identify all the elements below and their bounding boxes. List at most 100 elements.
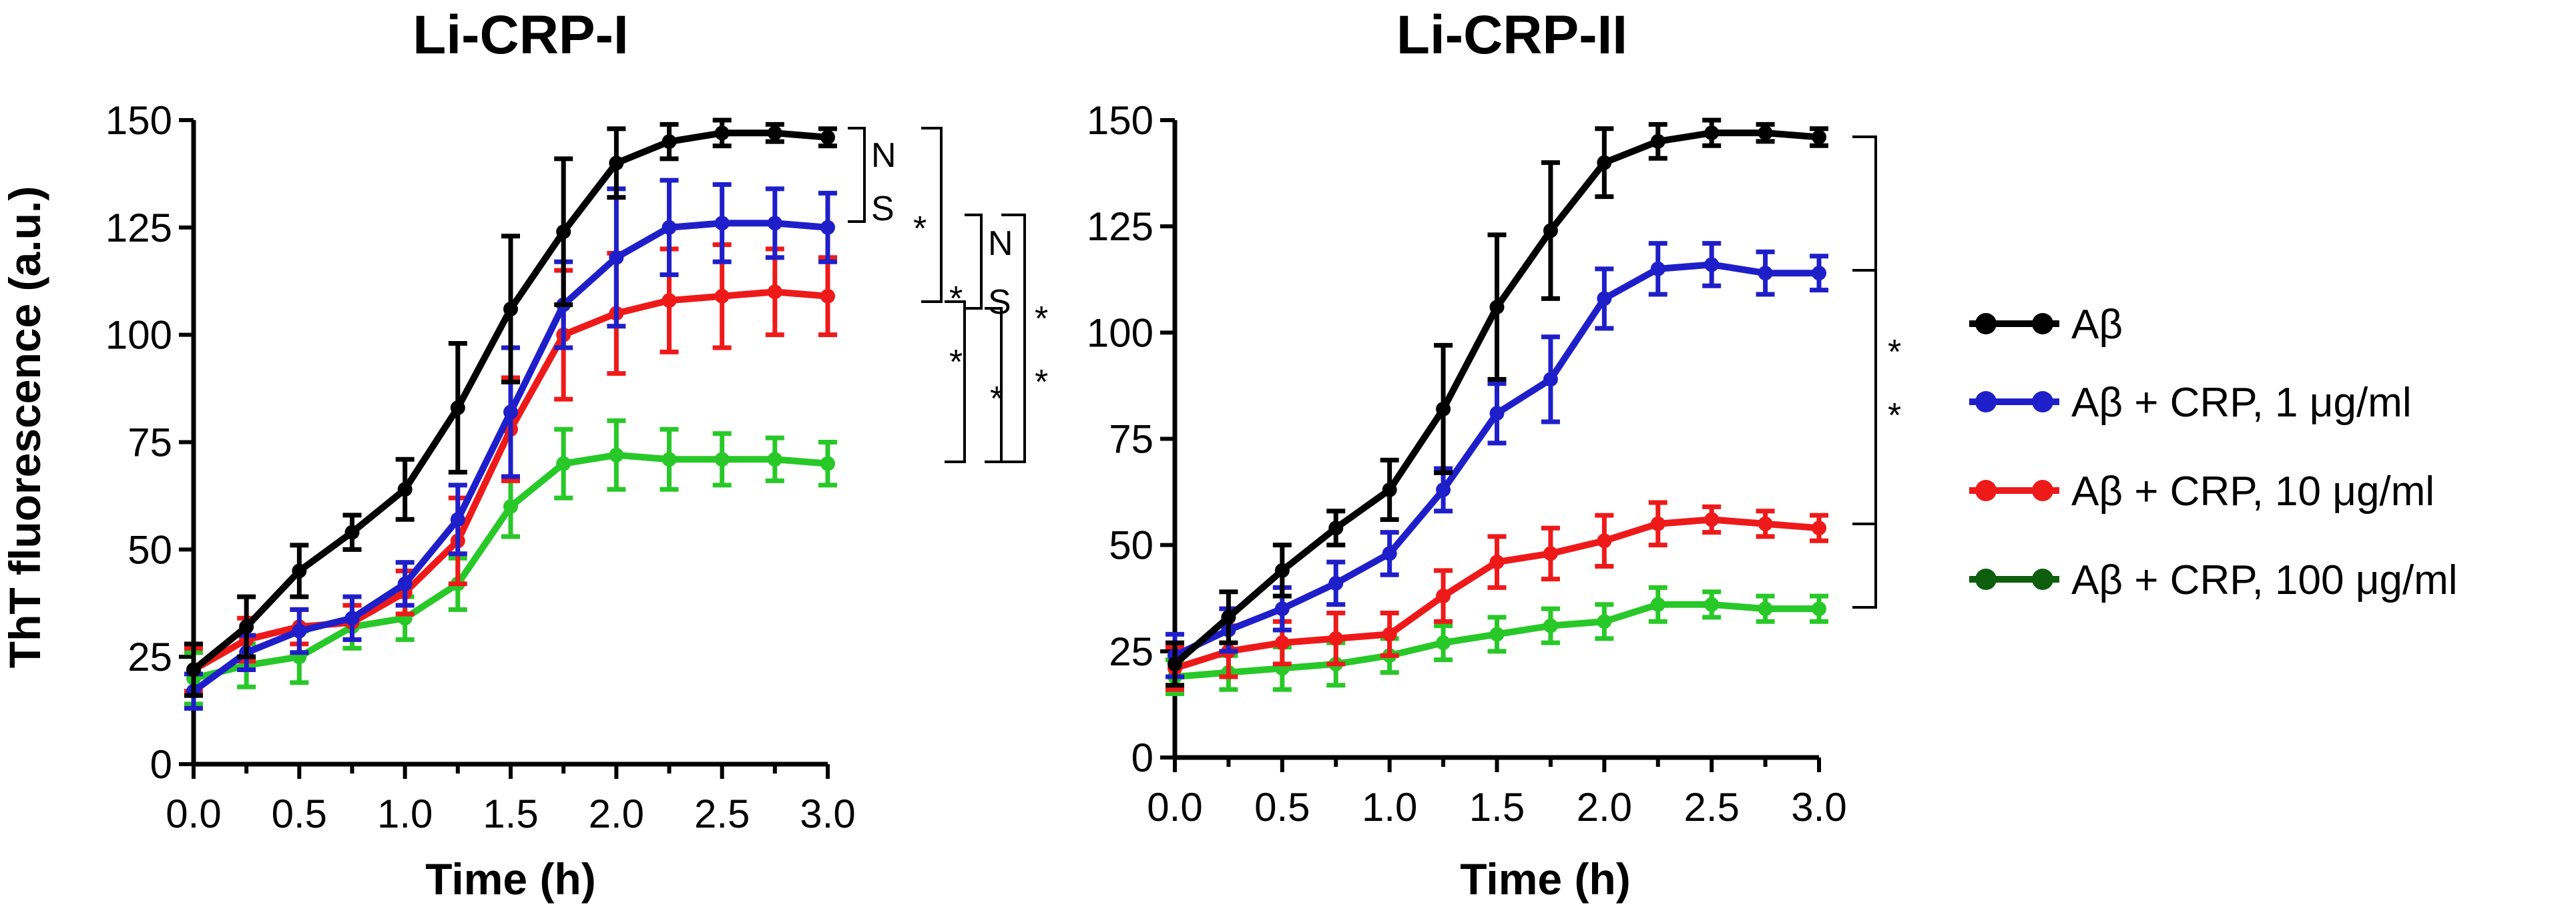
chart-title: Li-CRP-I [413, 5, 628, 65]
data-point [767, 125, 782, 141]
data-point [662, 293, 677, 308]
data-point [1650, 133, 1665, 149]
data-point [1704, 125, 1720, 141]
data-point [1812, 521, 1826, 536]
legend-marker [2032, 569, 2053, 590]
x-tick-label: 2.0 [1577, 785, 1632, 830]
y-tick-label: 125 [105, 206, 172, 250]
y-tick-label: 50 [1109, 523, 1153, 568]
data-point [1436, 482, 1451, 497]
bracket-ns-1 [848, 127, 866, 223]
chart-title: Li-CRP-II [1396, 5, 1627, 65]
data-point [1650, 597, 1665, 612]
y-tick-label: 75 [1109, 417, 1153, 462]
data-point [662, 134, 677, 149]
x-tick-label: 0.5 [272, 792, 327, 836]
y-tick-label: 150 [105, 98, 172, 143]
y-tick-label: 75 [127, 420, 172, 465]
bracket-star-ii [1852, 135, 1877, 272]
bracket-star-4 [1001, 214, 1026, 463]
sig-label: * [913, 210, 927, 248]
data-point [1597, 291, 1612, 306]
data-point [1812, 601, 1826, 617]
x-tick-label: 3.0 [1791, 785, 1846, 830]
chart-li-crp-ii: Li-CRP-II Time (h) * * 0 25 50 75 100 125 150 0… [1087, 5, 1901, 904]
data-point [1382, 546, 1397, 561]
data-point [1597, 614, 1612, 629]
data-point [767, 284, 782, 300]
x-tick-label: 0.0 [166, 792, 221, 836]
series-2 [1166, 500, 1828, 692]
data-point [556, 224, 571, 240]
data-point [767, 452, 782, 467]
sig-label: * [1888, 396, 1901, 435]
data-point [1274, 563, 1290, 578]
data-point [1489, 406, 1505, 421]
data-point [767, 216, 782, 231]
data-point [1650, 516, 1665, 531]
sig-label: * [1888, 333, 1901, 372]
sig-label: * [990, 380, 1003, 418]
series-0 [184, 117, 837, 698]
significance-labels: * * [1888, 333, 1901, 435]
sig-label: * [949, 343, 963, 382]
significance-brackets [1852, 135, 1877, 609]
y-tick-label: 25 [127, 635, 172, 679]
bracket-star-ii-lower [1852, 523, 1877, 609]
x-tick-label: 2.5 [1684, 785, 1739, 830]
x-tick-label: 1.0 [377, 792, 433, 836]
data-point [820, 456, 835, 471]
data-point [820, 220, 835, 235]
data-point [1274, 635, 1290, 651]
data-point [1597, 533, 1612, 549]
x-tick-label: 2.0 [589, 792, 644, 836]
data-point [397, 482, 413, 497]
x-axis-label: Time (h) [1460, 854, 1630, 904]
chart-li-crp-i: Li-CRP-I Time (h) N S * N S * * * * * 0 2… [105, 5, 1048, 904]
y-tick-label: 150 [1087, 98, 1153, 143]
data-point [1436, 589, 1451, 604]
data-point [609, 156, 624, 171]
series-1 [1166, 241, 1828, 679]
y-tick-label: 125 [1087, 204, 1153, 249]
data-point [1758, 516, 1773, 531]
legend-label: Aβ [2071, 302, 2123, 348]
legend-marker [1975, 391, 1997, 412]
data-point [1704, 597, 1720, 612]
y-tick-label: 50 [127, 527, 172, 572]
legend-marker [2032, 313, 2053, 334]
sig-label: S [871, 190, 894, 228]
sig-label: * [949, 280, 963, 318]
data-point [503, 499, 518, 514]
data-point [1436, 635, 1451, 651]
data-point [239, 619, 254, 635]
data-point [397, 576, 413, 591]
legend-label: Aβ + CRP, 100 μg/ml [2071, 557, 2458, 603]
data-point [609, 250, 624, 265]
data-point [1221, 609, 1236, 625]
data-point [344, 525, 360, 540]
data-point [1758, 266, 1773, 281]
x-tick-label: 1.5 [1469, 785, 1525, 830]
x-tick-label: 0.0 [1147, 785, 1202, 830]
legend: Aβ Aβ + CRP, 1 μg/ml Aβ + CRP, 10 μg/ml Aβ … [1969, 302, 2458, 603]
data-point [292, 563, 307, 579]
data-point [1812, 266, 1826, 281]
data-point [1543, 372, 1558, 387]
data-point [1328, 631, 1344, 646]
bracket-star-1 [921, 127, 943, 303]
data-point [1489, 627, 1505, 642]
sig-label: N [988, 224, 1013, 263]
bracket-ns-2 [965, 214, 983, 310]
series-0 [1166, 117, 1828, 688]
data-point [1704, 257, 1720, 272]
data-point [662, 220, 677, 235]
bracket-star-2 [945, 300, 966, 463]
data-point [1328, 521, 1344, 536]
significance-brackets [848, 127, 1026, 463]
x-tick-label: 2.5 [694, 792, 750, 836]
data-point [820, 129, 835, 145]
legend-item: Aβ + CRP, 100 μg/ml [1969, 557, 2458, 603]
data-point [1704, 512, 1720, 527]
